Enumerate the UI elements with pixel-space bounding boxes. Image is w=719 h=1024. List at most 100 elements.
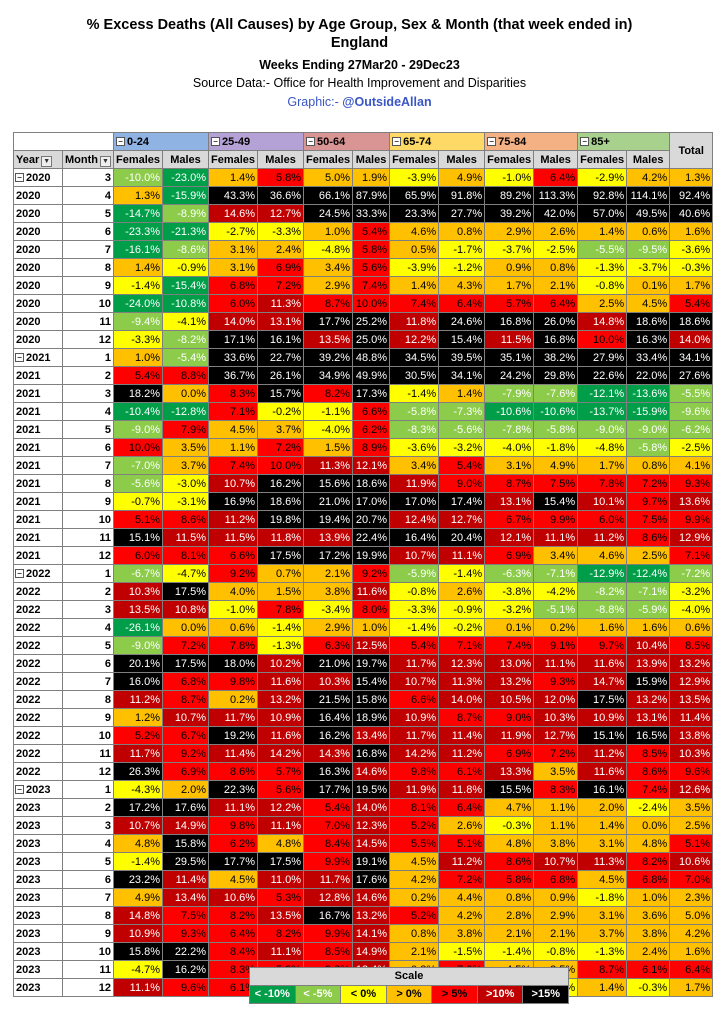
value-cell: 5.0%: [303, 168, 354, 187]
year-cell[interactable]: −2020: [13, 168, 63, 187]
total-cell: 11.4%: [669, 708, 714, 727]
value-cell: 3.8%: [626, 924, 671, 943]
group-header[interactable]: −50-64: [303, 132, 391, 151]
value-cell: 7.2%: [438, 870, 486, 889]
value-cell: 57.0%: [577, 204, 628, 223]
value-cell: 12.7%: [533, 726, 579, 745]
column-header-row: Year ▼ Month ▼ Females Males Females Males Femal…: [13, 150, 713, 169]
year-cell: 2022: [13, 654, 63, 673]
total-cell: -9.6%: [669, 402, 714, 421]
scale-swatch: < 0%: [341, 986, 387, 1003]
month-cell: 2: [62, 798, 114, 817]
value-cell: 14.7%: [577, 672, 628, 691]
value-cell: 5.5%: [389, 834, 440, 853]
table-row: 2021 7 -7.0% 3.7% 7.4% 10.0% 11.3% 12.1% 3.4% 5.4…: [13, 456, 714, 475]
column-header[interactable]: Year ▼: [13, 150, 63, 169]
group-header[interactable]: −65-74: [389, 132, 486, 151]
group-header-label: 25-49: [222, 135, 251, 148]
year-label: 2021: [16, 369, 41, 382]
total-cell: 2.5%: [669, 816, 714, 835]
value-cell: 6.9%: [257, 258, 305, 277]
chart-title: % Excess Deaths (All Causes) by Age Grou…: [86, 17, 633, 33]
value-cell: 1.9%: [352, 168, 391, 187]
table-row: 2020 6 -23.3% -21.3% -2.7% -3.3% 1.0% 5.4% 4.6% 0…: [13, 222, 714, 241]
group-header[interactable]: −85+: [577, 132, 671, 151]
group-header[interactable]: −0-24: [112, 132, 210, 151]
value-cell: 17.7%: [208, 852, 259, 871]
value-cell: 0.5%: [389, 240, 440, 259]
value-cell: 19.8%: [257, 510, 305, 529]
value-cell: -3.6%: [389, 438, 440, 457]
value-cell: 66.1%: [303, 186, 354, 205]
total-cell: 13.5%: [669, 690, 714, 709]
month-cell: 1: [62, 780, 114, 799]
year-cell[interactable]: −2022: [13, 564, 63, 583]
year-label: 2023: [16, 945, 41, 958]
value-cell: 9.2%: [208, 564, 259, 583]
value-cell: 24.6%: [438, 312, 486, 331]
total-cell: 1.7%: [669, 276, 714, 295]
value-cell: 13.5%: [112, 600, 164, 619]
collapse-icon: −: [392, 136, 402, 146]
value-cell: 10.4%: [626, 636, 671, 655]
value-cell: -13.7%: [577, 402, 628, 421]
total-cell: 10.6%: [669, 852, 714, 871]
column-header[interactable]: Month ▼: [62, 150, 114, 169]
value-cell: 6.4%: [438, 294, 486, 313]
value-cell: 3.8%: [303, 582, 354, 601]
table-row: 2022 3 13.5% 10.8% -1.0% 7.8% -3.4% 8.0% -3.3% -0…: [13, 600, 714, 619]
value-cell: 11.7%: [112, 744, 164, 763]
value-cell: 14.9%: [162, 816, 210, 835]
table-row: 2022 2 10.3% 17.5% 4.0% 1.5% 3.8% 11.6% -0.8% 2.6…: [13, 582, 714, 601]
value-cell: 11.0%: [257, 870, 305, 889]
year-cell[interactable]: −2021: [13, 348, 63, 367]
year-label: 2021: [16, 441, 41, 454]
table-row: −2020 3 -10.0% -23.0% 1.4% 5.8% 5.0% 1.9% -3.9% 4…: [13, 168, 714, 187]
value-cell: -24.0%: [112, 294, 164, 313]
value-cell: -9.0%: [626, 420, 671, 439]
year-label: 2022: [16, 603, 41, 616]
value-cell: 2.6%: [438, 816, 486, 835]
value-cell: -0.2%: [257, 402, 305, 421]
group-header[interactable]: −25-49: [208, 132, 305, 151]
column-header-label: Year: [16, 153, 40, 166]
value-cell: 9.9%: [533, 510, 579, 529]
value-cell: 3.5%: [162, 438, 210, 457]
value-cell: 1.1%: [533, 798, 579, 817]
value-cell: 22.7%: [257, 348, 305, 367]
month-cell: 3: [62, 384, 114, 403]
year-label: 2020: [16, 297, 41, 310]
value-cell: 1.1%: [533, 816, 579, 835]
value-cell: 14.1%: [352, 924, 391, 943]
value-cell: 18.9%: [352, 708, 391, 727]
graphic-handle: @OutsideAllan: [342, 95, 432, 109]
group-header[interactable]: −75-84: [484, 132, 579, 151]
value-cell: 17.5%: [257, 852, 305, 871]
value-cell: -8.8%: [577, 600, 628, 619]
value-cell: 6.0%: [208, 294, 259, 313]
value-cell: 12.7%: [438, 510, 486, 529]
month-cell: 8: [62, 906, 114, 925]
value-cell: 2.8%: [484, 906, 535, 925]
year-label: 2022: [16, 657, 41, 670]
year-cell: 2021: [13, 528, 63, 547]
year-cell[interactable]: −2023: [13, 780, 63, 799]
value-cell: 1.0%: [626, 888, 671, 907]
value-cell: 6.8%: [533, 870, 579, 889]
value-cell: 1.5%: [303, 438, 354, 457]
value-cell: 1.4%: [577, 222, 628, 241]
value-cell: -1.8%: [577, 888, 628, 907]
value-cell: -15.9%: [162, 186, 210, 205]
table-row: 2022 8 11.2% 8.7% 0.2% 13.2% 21.5% 15.8% 6.6% 14.…: [13, 690, 714, 709]
total-cell: 6.4%: [669, 960, 714, 979]
value-cell: -4.0%: [303, 420, 354, 439]
month-cell: 6: [62, 870, 114, 889]
value-cell: 15.4%: [438, 330, 486, 349]
value-cell: 10.7%: [533, 852, 579, 871]
value-cell: 14.6%: [352, 888, 391, 907]
value-cell: 8.2%: [257, 924, 305, 943]
value-cell: 13.5%: [303, 330, 354, 349]
value-cell: 8.1%: [162, 546, 210, 565]
value-cell: 9.9%: [303, 852, 354, 871]
value-cell: 23.3%: [389, 204, 440, 223]
